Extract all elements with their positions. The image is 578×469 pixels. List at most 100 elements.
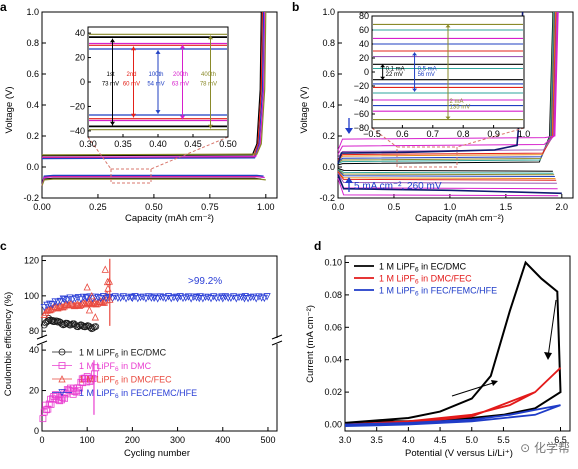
cv-curve-DMC/FEC xyxy=(344,367,562,426)
tick-label: 5.5 xyxy=(497,435,510,445)
panel-d-curves xyxy=(344,260,562,427)
voltage-curve xyxy=(337,11,555,164)
data-point xyxy=(61,394,68,402)
tick-label: 120 xyxy=(24,256,39,266)
tick-label: −20 xyxy=(354,81,369,91)
data-point xyxy=(42,401,50,409)
data-point xyxy=(88,291,96,300)
tick-label: 20 xyxy=(75,53,85,63)
panel-a-inset: 40 20 0 −20 −40 0.30 0.35 0.40 0.45 0.50 1st 73 mV 2… xyxy=(70,26,237,149)
legend-label: 1 M LiPF6 in DMC/FEC xyxy=(379,274,472,286)
overpotential-label: 135 mV xyxy=(450,104,471,110)
data-point xyxy=(162,294,170,303)
tick-label: 400 xyxy=(215,435,230,445)
tick-label: 0.0 xyxy=(26,162,39,172)
tick-label: 0.25 xyxy=(89,202,107,212)
panel-d-label: d xyxy=(314,239,321,253)
panel-c-xlabel: Cycling number xyxy=(124,448,190,459)
data-point xyxy=(252,295,260,303)
data-point xyxy=(187,295,195,303)
cycle-label: 2nd xyxy=(126,72,136,78)
voltage-curve xyxy=(337,11,559,151)
data-point xyxy=(66,294,74,302)
tick-label: 1.00 xyxy=(257,202,275,212)
tick-label: 0.6 xyxy=(26,69,39,79)
cycle-label: 200th xyxy=(173,72,188,78)
current-label: 2 mA xyxy=(450,99,464,105)
tick-label: 200 xyxy=(125,435,140,445)
tick-label: 0.08 xyxy=(324,290,342,300)
panel-c-label: c xyxy=(0,239,7,253)
data-point xyxy=(83,283,91,291)
tick-label: 0.50 xyxy=(145,202,163,212)
data-point xyxy=(142,295,150,303)
arrowhead xyxy=(110,121,115,126)
panel-c-points xyxy=(39,258,271,423)
legend-label: 1 M LiPF6 in DMC/FEC xyxy=(79,375,172,387)
data-point xyxy=(128,294,137,303)
panel-d-arrowhead-reverse xyxy=(544,352,552,360)
tick-label: 60 xyxy=(359,25,369,35)
data-point xyxy=(92,364,100,372)
arrowhead xyxy=(131,113,136,118)
panel-b-label: b xyxy=(292,0,299,14)
tick-label: 0.40 xyxy=(149,139,167,149)
panel-b-inset: 80 60 40 20 0 −20 −40 −60 −80−0.5 0.6 0.7 0.8 0.9 1.0… xyxy=(354,11,531,139)
data-point xyxy=(84,298,93,306)
panel-d: d 0.00 0.02 0.04 0.06 0.08 0.10 3.0 3.5 4.0 4.5 5… xyxy=(305,239,571,459)
tick-label: 4.0 xyxy=(402,435,415,445)
voltage-curve-2nd xyxy=(41,175,263,186)
voltage-curve xyxy=(337,170,555,177)
data-point xyxy=(86,324,94,332)
panel-d-xlabel: Potential (V versus Li/Li⁺) xyxy=(405,448,513,459)
panel-a-zoom-box xyxy=(110,168,152,184)
current-label: 0.5 mA xyxy=(418,67,437,73)
data-point xyxy=(65,301,73,309)
voltage-curve xyxy=(337,167,553,172)
arrowhead xyxy=(208,124,213,129)
data-point xyxy=(68,299,76,308)
data-point xyxy=(58,375,66,383)
tick-label: 4.5 xyxy=(434,435,447,445)
tick-label: 40 xyxy=(359,39,369,49)
panel-a-xlabel: Capacity (mAh cm⁻²) xyxy=(125,213,214,224)
data-point xyxy=(97,295,105,303)
voltage-curve xyxy=(337,170,556,180)
data-point xyxy=(74,386,82,394)
overpotential-label: 73 mV xyxy=(102,82,119,88)
tick-label: 0.30 xyxy=(79,139,97,149)
tick-label: 0.2 xyxy=(26,131,39,141)
arrowhead xyxy=(155,110,161,114)
tick-label: 6.5 xyxy=(554,435,567,445)
panel-b-arrowhead-down xyxy=(345,128,353,134)
voltage-curve-100th xyxy=(41,11,265,160)
arrowhead xyxy=(412,52,418,56)
arrowhead xyxy=(131,46,136,51)
data-point xyxy=(94,294,102,302)
data-point xyxy=(229,293,238,301)
tick-label: 1.0 xyxy=(444,202,457,212)
panel-c-axis-break xyxy=(36,340,48,346)
tick-label: 0.00 xyxy=(324,420,342,430)
panel-c-axis-break xyxy=(271,334,283,340)
panel-b-arrowhead-up xyxy=(345,177,353,183)
data-point xyxy=(48,301,57,309)
data-point xyxy=(43,306,51,314)
arrowhead xyxy=(155,50,161,54)
tick-label: −20 xyxy=(70,101,85,111)
voltage-curve xyxy=(337,178,559,197)
tick-label: 0.6 xyxy=(396,129,409,139)
panel-d-frame xyxy=(344,255,571,432)
panel-b-ylabel: Voltage (V) xyxy=(299,87,310,134)
tick-label: 0.4 xyxy=(26,100,39,110)
voltage-curve-200th xyxy=(41,11,266,158)
data-point xyxy=(40,303,48,312)
tick-label: 1.0 xyxy=(322,7,335,17)
data-point xyxy=(207,295,215,303)
data-point xyxy=(199,295,207,303)
tick-label: 80 xyxy=(359,11,369,21)
data-point xyxy=(58,362,66,369)
data-point xyxy=(74,294,82,302)
